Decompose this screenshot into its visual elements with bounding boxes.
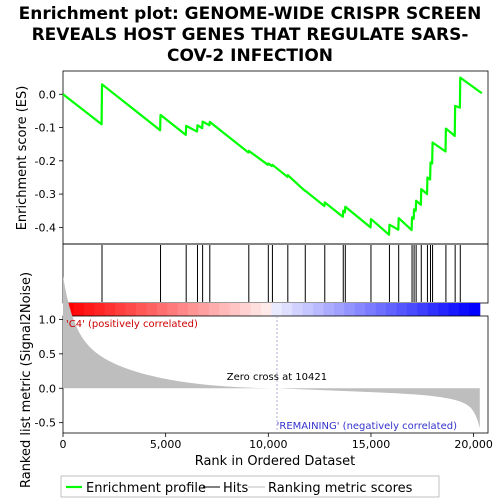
color-bar-segment [94, 303, 106, 316]
color-bar-segment [438, 303, 450, 316]
metric-y-axis: 1.0 0.5 0.0 -0.5 [35, 313, 63, 430]
es-y-tick-label: -0.1 [35, 122, 56, 135]
metric-y-tick-label: 0.5 [39, 348, 57, 361]
metric-y-axis-label: Ranked list metric (Signal2Noise) [19, 272, 34, 488]
color-bar-segment [281, 303, 293, 316]
color-bar-segment [302, 303, 314, 316]
color-bar-segment [73, 303, 85, 316]
x-axis: 0 5,000 10,000 15,000 20,000 [60, 433, 493, 451]
color-bar-segment [396, 303, 408, 316]
color-bar-segment [406, 303, 418, 316]
x-axis-label: Rank in Ordered Dataset [195, 454, 356, 469]
color-bar-segment [375, 303, 387, 316]
legend: Enrichment profile Hits Ranking metric s… [60, 475, 440, 498]
color-bar-segment [146, 303, 158, 316]
color-bar-segment [344, 303, 356, 316]
color-bar-segment [125, 303, 137, 316]
color-bar-segment [177, 303, 189, 316]
chart-title-line-2: REVEALS HOST GENES THAT REGULATE SARS- [32, 25, 469, 45]
color-bar-segment [458, 303, 470, 316]
legend-label-ranking: Ranking metric scores [268, 481, 413, 496]
metric-y-tick-label: 0.0 [39, 382, 57, 395]
color-bar-segment [198, 303, 210, 316]
es-y-tick-label: -0.4 [35, 221, 56, 234]
legend-label-enrichment: Enrichment profile [86, 481, 206, 496]
color-bar-segment [250, 303, 262, 316]
negative-correlation-label: 'REMAINING' (negatively correlated) [277, 421, 457, 432]
x-tick-label: 10,000 [249, 438, 288, 451]
color-bar-segment [354, 303, 366, 316]
color-bar-segment [240, 303, 252, 316]
color-bar-segment [448, 303, 460, 316]
metric-panel: 1.0 0.5 0.0 -0.5 'C4' (positively correlate… [19, 272, 489, 488]
chart-title-line-3: COV-2 INFECTION [167, 46, 333, 66]
color-bar-segment [135, 303, 147, 316]
es-y-axis: 0.0 -0.1 -0.2 -0.3 -0.4 [35, 88, 63, 234]
ranking-color-bar [63, 303, 481, 316]
x-tick-label: 5,000 [150, 438, 182, 451]
color-bar-segment [313, 303, 324, 316]
color-bar-segment [188, 303, 199, 316]
color-bar-segment [167, 303, 179, 316]
legend-label-hits: Hits [223, 481, 248, 496]
color-bar-segment [323, 303, 335, 316]
color-bar-segment [219, 303, 231, 316]
color-bar-segment [365, 303, 377, 316]
zero-cross-label: Zero cross at 10421 [227, 372, 327, 383]
color-bar-segment [469, 303, 481, 316]
color-bar-segment [115, 303, 127, 316]
color-bar-segment [104, 303, 116, 316]
es-series-line [62, 76, 483, 236]
positive-correlation-label: 'C4' (positively correlated) [66, 319, 198, 330]
es-panel: 0.0 -0.1 -0.2 -0.3 -0.4 Enrichment score (ES… [15, 70, 489, 245]
metric-y-tick-label: 1.0 [39, 313, 57, 326]
color-bar-segment [229, 303, 241, 316]
color-bar-segment [156, 303, 168, 316]
metric-y-tick-label: -0.5 [35, 417, 56, 430]
color-bar-segment [260, 303, 272, 316]
x-tick-label: 15,000 [352, 438, 391, 451]
es-y-tick-label: 0.0 [39, 88, 57, 101]
chart-title-line-1: Enrichment plot: GENOME-WIDE CRISPR SCRE… [19, 4, 482, 24]
color-bar-segment [417, 303, 429, 316]
color-bar-segment [333, 303, 345, 316]
x-tick-label: 0 [60, 438, 67, 451]
es-y-axis-label: Enrichment score (ES) [15, 86, 30, 231]
ranking-metric-area [63, 276, 480, 429]
color-bar-segment [83, 303, 95, 316]
es-y-tick-label: -0.3 [35, 188, 56, 201]
x-tick-label: 20,000 [454, 438, 493, 451]
hit-lines [101, 245, 461, 302]
color-bar-segment [208, 303, 220, 316]
color-bar-segment [386, 303, 397, 316]
color-bar-segment [292, 303, 304, 316]
color-bar-segment [271, 303, 283, 316]
es-y-tick-label: -0.2 [35, 155, 56, 168]
color-bar-segment [427, 303, 439, 316]
